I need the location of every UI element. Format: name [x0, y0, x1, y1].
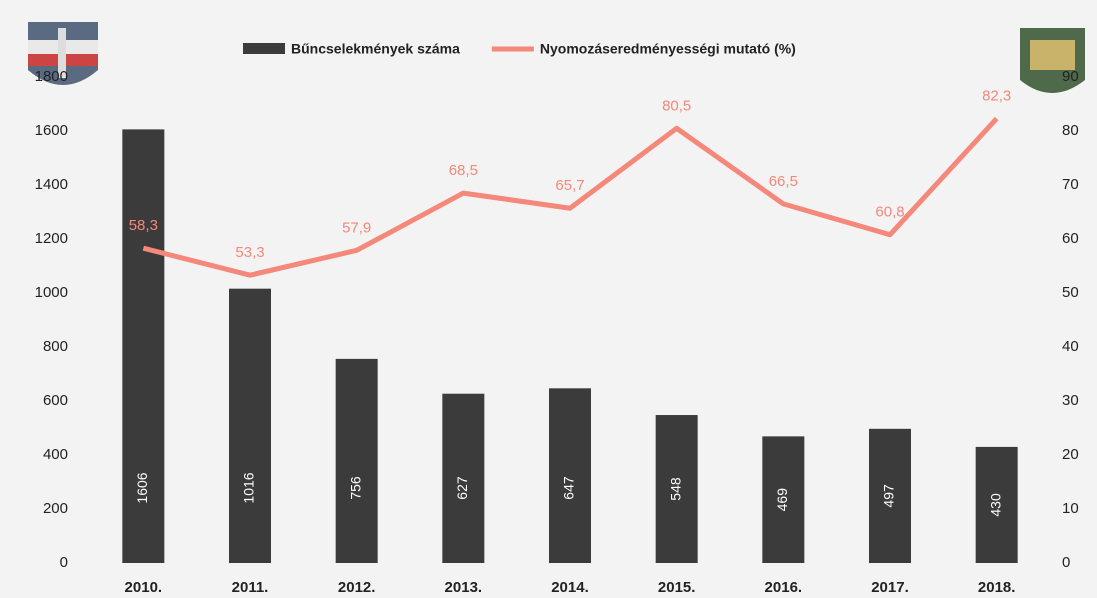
bar-value-label: 756: [347, 476, 363, 500]
y-tick-label: 200: [43, 500, 68, 517]
y2-tick-label: 50: [1062, 284, 1079, 301]
x-tick-label: 2017.: [871, 579, 909, 596]
bar: [229, 288, 271, 563]
y2-tick-label: 0: [1062, 554, 1070, 571]
y-tick-label: 1800: [35, 68, 68, 85]
x-tick-label: 2014.: [551, 579, 589, 596]
y-tick-label: 1000: [35, 284, 68, 301]
y-tick-label: 400: [43, 446, 68, 463]
bar-value-label: 1606: [134, 472, 150, 503]
bar: [975, 446, 1018, 563]
y2-tick-label: 10: [1062, 500, 1079, 517]
line-value-label: 57,9: [342, 219, 371, 236]
bar: [122, 129, 165, 563]
line-value-label: 66,5: [769, 173, 798, 190]
line-value-label: 68,5: [449, 162, 478, 179]
bar-value-label: 469: [774, 488, 790, 512]
line-value-label: 65,7: [555, 177, 584, 194]
line-value-label: 80,5: [662, 97, 691, 114]
bar: [762, 436, 805, 563]
y-tick-label: 800: [43, 338, 68, 355]
y-tick-label: 1600: [35, 122, 68, 139]
bar: [869, 428, 911, 563]
legend-label: Bűncselekmények száma: [291, 41, 460, 57]
x-tick-label: 2010.: [125, 579, 163, 596]
bar-value-label: 497: [881, 484, 897, 508]
police-logo-left: [28, 22, 98, 85]
y-tick-label: 600: [43, 392, 68, 409]
line-value-label: 53,3: [235, 244, 264, 261]
y2-tick-label: 70: [1062, 176, 1079, 193]
bar-value-label: 548: [667, 477, 683, 501]
bar: [335, 358, 378, 563]
police-logo-right: [1020, 28, 1085, 93]
y-tick-label: 1400: [35, 176, 68, 193]
y2-tick-label: 60: [1062, 230, 1079, 247]
x-tick-label: 2011.: [232, 579, 269, 596]
y2-tick-label: 40: [1062, 338, 1079, 355]
bar: [549, 388, 591, 563]
y2-tick-label: 20: [1062, 446, 1079, 463]
line-value-label: 58,3: [129, 217, 158, 234]
x-tick-label: 2018.: [978, 579, 1016, 596]
bar-value-label: 647: [561, 476, 577, 500]
x-tick-label: 2013.: [445, 579, 483, 596]
bar-value-label: 1016: [241, 472, 257, 503]
line-value-label: 82,3: [982, 88, 1011, 105]
bar: [442, 393, 485, 563]
x-tick-label: 2016.: [765, 579, 803, 596]
bar: [655, 415, 698, 563]
y2-tick-label: 80: [1062, 122, 1079, 139]
y-tick-label: 0: [60, 554, 68, 571]
y2-tick-label: 30: [1062, 392, 1079, 409]
bar-value-label: 430: [987, 493, 1003, 517]
legend-swatch: [243, 43, 285, 54]
x-tick-label: 2012.: [338, 579, 376, 596]
x-tick-label: 2015.: [658, 579, 696, 596]
legend-label: Nyomozáseredményességi mutató (%): [540, 41, 796, 57]
y-tick-label: 1200: [35, 230, 68, 247]
y2-tick-label: 90: [1062, 68, 1079, 85]
bar-value-label: 627: [454, 476, 470, 500]
line-value-label: 60,8: [875, 204, 904, 221]
line: [142, 116, 999, 278]
